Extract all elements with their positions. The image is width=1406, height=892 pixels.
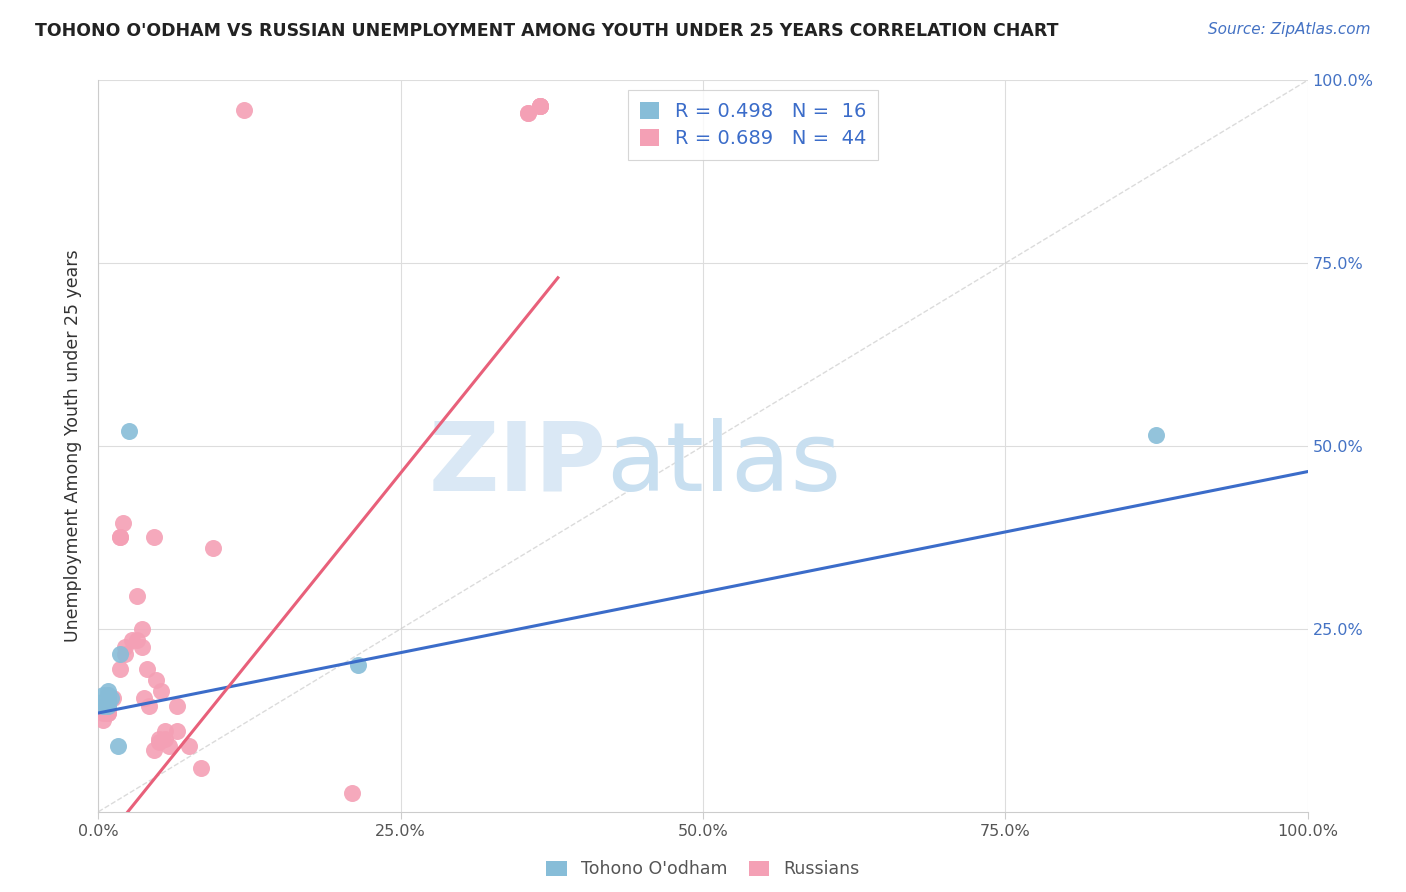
Point	[100, 691, 122, 706]
Point	[145, 673, 167, 687]
Text: atlas: atlas	[606, 417, 841, 511]
Point	[97, 691, 120, 706]
Point	[153, 731, 176, 746]
Point	[91, 706, 114, 720]
Point	[148, 731, 170, 746]
Point	[91, 714, 114, 728]
Point	[148, 735, 170, 749]
Point	[108, 530, 131, 544]
Point	[97, 698, 120, 713]
Point	[232, 103, 254, 117]
Point	[529, 99, 551, 113]
Point	[529, 99, 551, 113]
Point	[131, 640, 153, 655]
Point	[127, 632, 149, 647]
Point	[127, 589, 149, 603]
Point	[179, 739, 201, 753]
Point	[108, 648, 131, 662]
Point	[91, 698, 114, 713]
Point	[107, 739, 129, 753]
Point	[91, 695, 114, 709]
Point	[516, 106, 538, 120]
Point	[91, 688, 114, 702]
Point	[131, 622, 153, 636]
Point	[97, 698, 120, 713]
Point	[138, 698, 160, 713]
Point	[166, 724, 188, 739]
Point	[516, 106, 538, 120]
Point	[108, 530, 131, 544]
Point	[190, 761, 212, 775]
Point	[347, 658, 370, 673]
Point	[153, 724, 176, 739]
Point	[166, 698, 188, 713]
Point	[91, 698, 114, 713]
Point	[143, 530, 166, 544]
Point	[529, 99, 551, 113]
Point	[108, 662, 131, 676]
Text: Source: ZipAtlas.com: Source: ZipAtlas.com	[1208, 22, 1371, 37]
Point	[202, 541, 225, 556]
Point	[529, 99, 551, 113]
Point	[97, 688, 120, 702]
Point	[101, 691, 124, 706]
Point	[114, 640, 136, 655]
Point	[97, 684, 120, 698]
Point	[150, 684, 173, 698]
Point	[134, 691, 156, 706]
Point	[121, 632, 143, 647]
Point	[97, 695, 120, 709]
Legend: Tohono O'odham, Russians: Tohono O'odham, Russians	[538, 852, 868, 888]
Point	[97, 688, 120, 702]
Point	[114, 648, 136, 662]
Point	[342, 787, 364, 801]
Point	[135, 662, 157, 676]
Point	[97, 706, 120, 720]
Text: ZIP: ZIP	[429, 417, 606, 511]
Point	[118, 425, 141, 439]
Point	[111, 516, 134, 530]
Point	[143, 742, 166, 756]
Point	[97, 706, 120, 720]
Point	[1146, 428, 1168, 442]
Text: TOHONO O'ODHAM VS RUSSIAN UNEMPLOYMENT AMONG YOUTH UNDER 25 YEARS CORRELATION CH: TOHONO O'ODHAM VS RUSSIAN UNEMPLOYMENT A…	[35, 22, 1059, 40]
Point	[157, 739, 180, 753]
Point	[97, 691, 120, 706]
Point	[91, 695, 114, 709]
Y-axis label: Unemployment Among Youth under 25 years: Unemployment Among Youth under 25 years	[65, 250, 83, 642]
